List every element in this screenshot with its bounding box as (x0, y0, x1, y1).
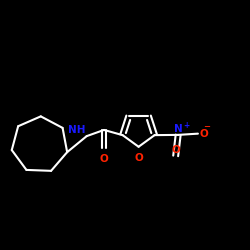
Text: +: + (184, 122, 190, 130)
Text: O: O (199, 129, 208, 139)
Text: −: − (204, 122, 210, 131)
Text: O: O (100, 154, 108, 164)
Text: O: O (134, 153, 143, 163)
Text: N: N (174, 124, 182, 134)
Text: NH: NH (68, 125, 86, 135)
Text: O: O (171, 145, 180, 155)
